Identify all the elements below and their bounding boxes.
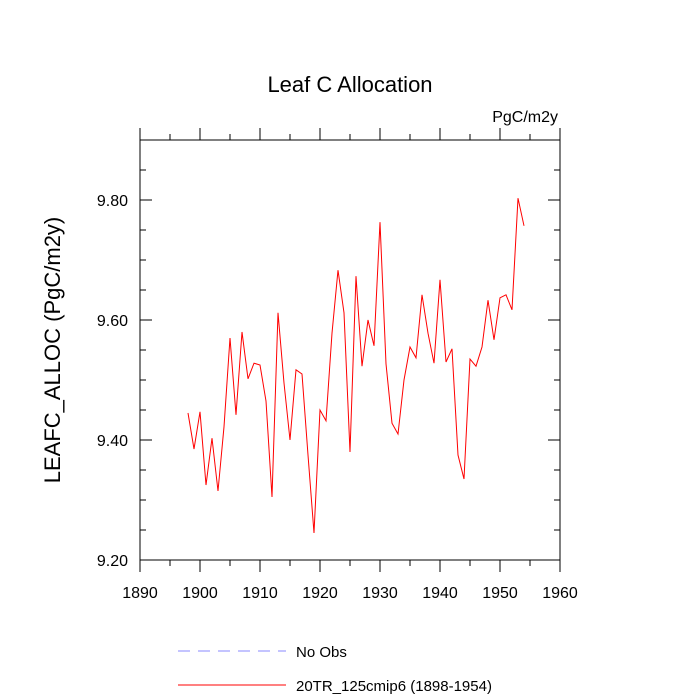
- series-line: [187, 198, 525, 534]
- x-tick-label: 1900: [182, 585, 218, 602]
- y-tick-label: 9.60: [97, 313, 128, 330]
- x-tick-label: 1910: [242, 585, 278, 602]
- x-tick-label: 1930: [362, 585, 398, 602]
- x-tick-label: 1890: [122, 585, 158, 602]
- y-tick-label: 9.80: [97, 193, 128, 210]
- series-group: [187, 198, 525, 534]
- y-axis-label: LEAFC_ALLOC (PgC/m2y): [40, 217, 65, 484]
- x-tick-label: 1960: [542, 585, 578, 602]
- legend-label: 20TR_125cmip6 (1898-1954): [296, 678, 492, 695]
- legend-label: No Obs: [296, 644, 347, 661]
- x-tick-label: 1950: [482, 585, 518, 602]
- tick-labels: 1890 1900 1910 1920 1930 1940 1950 1960 9.20 9.40…: [97, 193, 578, 602]
- legend: No Obs 20TR_125cmip6 (1898-1954): [178, 644, 492, 695]
- y-tick-label: 9.20: [97, 553, 128, 570]
- y-tick-label: 9.40: [97, 433, 128, 450]
- x-tick-label: 1940: [422, 585, 458, 602]
- plot-frame: [139, 139, 561, 561]
- units-label: PgC/m2y: [492, 109, 558, 126]
- x-tick-label: 1920: [302, 585, 338, 602]
- chart-title: Leaf C Allocation: [267, 72, 432, 97]
- axis-ticks: [139, 128, 561, 572]
